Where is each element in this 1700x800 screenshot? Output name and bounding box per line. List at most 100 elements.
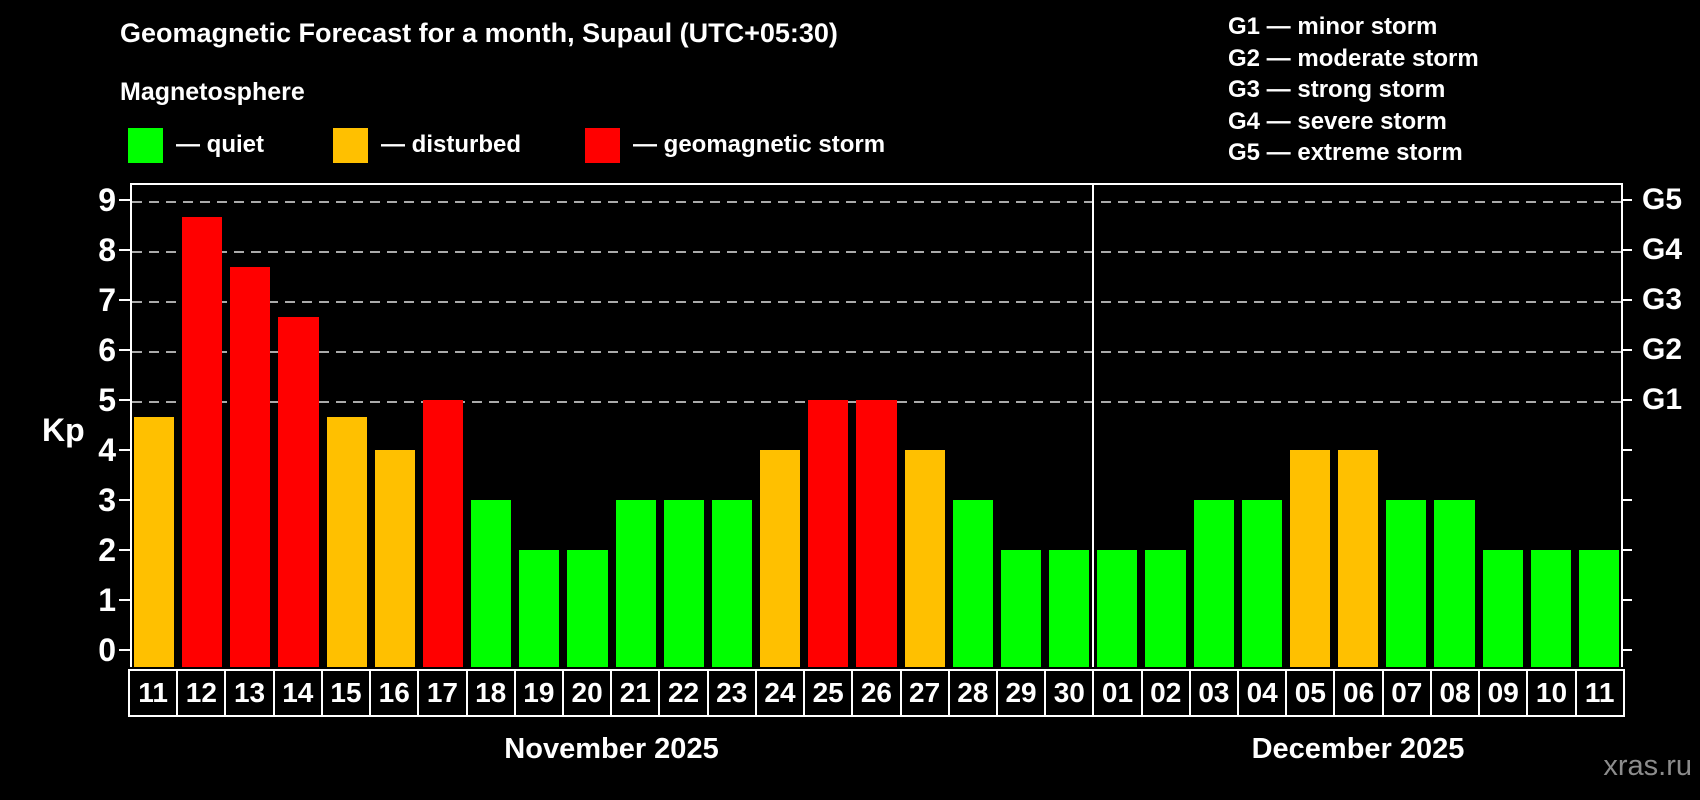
watermark: xras.ru <box>1603 750 1692 782</box>
y-tick-label-4: 4 <box>98 432 116 468</box>
kp-bar-day-01 <box>1097 550 1138 667</box>
gridline-kp-8 <box>132 251 1621 253</box>
right-tick-kp-4 <box>1621 449 1632 451</box>
g-legend-line: G4 — severe storm <box>1228 107 1447 135</box>
day-label: 14 <box>275 671 323 715</box>
right-tick-kp-5 <box>1621 399 1632 401</box>
kp-bar-day-02 <box>1145 550 1186 667</box>
right-tick-kp-3 <box>1621 499 1632 501</box>
day-label: 04 <box>1239 671 1288 715</box>
day-label: 11 <box>1584 677 1615 708</box>
month-label-november: November 2025 <box>504 733 719 765</box>
day-label: 15 <box>323 671 372 715</box>
kp-bar-day-22 <box>663 500 704 667</box>
day-label: 05 <box>1287 671 1336 715</box>
g-axis-label-G3: G3 <box>1642 283 1683 316</box>
kp-bar-day-25 <box>808 400 849 667</box>
kp-bar-day-07 <box>1386 500 1427 667</box>
left-tick-kp-2 <box>119 549 130 551</box>
day-label: 11 <box>130 671 179 715</box>
left-tick-kp-9 <box>119 199 130 201</box>
kp-bar-day-10 <box>1530 550 1571 667</box>
right-tick-kp-0 <box>1621 649 1632 651</box>
kp-bar-day-12 <box>182 216 223 667</box>
day-label: 26 <box>853 671 902 715</box>
right-tick-kp-8 <box>1621 249 1632 251</box>
y-tick-label-1: 1 <box>98 582 116 618</box>
legend-item-storm: — geomagnetic storm <box>585 127 885 163</box>
gridline-kp-6 <box>132 351 1621 353</box>
kp-bar-day-04 <box>1241 500 1282 667</box>
kp-bar-day-11 <box>134 416 175 667</box>
left-tick-kp-1 <box>119 599 130 601</box>
day-label: 16 <box>371 671 420 715</box>
kp-bar-day-27 <box>904 450 945 667</box>
disturbed-legend-label: — disturbed <box>381 131 522 158</box>
legend-item-quiet: — quiet <box>128 127 264 163</box>
day-label: 28 <box>950 671 998 715</box>
day-label: 17 <box>419 671 468 715</box>
right-tick-kp-2 <box>1621 549 1632 551</box>
kp-bar-day-15 <box>326 416 367 667</box>
x-axis-day-labels: 11 12 13 14 15 16 17 18 19 20 21 22 23 24 25 26 27 28 29 30… <box>128 669 1625 717</box>
kp-bar-day-21 <box>615 500 656 667</box>
day-label: 25 <box>805 671 854 715</box>
g-axis-label-G1: G1 <box>1642 383 1683 416</box>
day-label: 20 <box>564 671 613 715</box>
left-tick-kp-7 <box>119 299 130 301</box>
kp-bar-day-08 <box>1434 500 1475 667</box>
gridline-kp-7 <box>132 301 1621 303</box>
gridline-kp-9 <box>132 201 1621 203</box>
day-label: 13 <box>226 671 275 715</box>
page-title: Geomagnetic Forecast for a month, Supaul… <box>120 18 838 48</box>
kp-bar-day-18 <box>471 500 512 667</box>
kp-bar-day-16 <box>374 450 415 667</box>
left-tick-kp-8 <box>119 249 130 251</box>
kp-bar-day-17 <box>422 400 464 667</box>
kp-bar-day-28 <box>952 500 993 667</box>
day-label: 29 <box>998 671 1047 715</box>
storm-color-swatch <box>585 127 620 163</box>
day-label: 06 <box>1335 671 1384 715</box>
kp-bar-day-29 <box>1000 550 1042 667</box>
day-label: 10 <box>1528 671 1577 715</box>
kp-bar-day-14 <box>278 316 319 667</box>
day-label: 27 <box>902 671 950 715</box>
right-tick-kp-7 <box>1621 299 1632 301</box>
g-axis-label-G2: G2 <box>1642 333 1683 366</box>
left-tick-kp-4 <box>119 449 130 451</box>
day-label: 12 <box>178 671 227 715</box>
g-axis-label-G5: G5 <box>1642 183 1683 216</box>
day-label: 30 <box>1046 671 1095 715</box>
quiet-color-swatch <box>128 127 163 163</box>
y-tick-label-7: 7 <box>98 282 116 318</box>
month-label-december: December 2025 <box>1251 733 1465 765</box>
kp-bar-day-11 <box>1578 550 1619 667</box>
day-label: 08 <box>1432 671 1481 715</box>
kp-bar-day-13 <box>230 266 271 667</box>
y-tick-label-8: 8 <box>98 232 116 268</box>
day-label: 09 <box>1480 671 1529 715</box>
day-label: 02 <box>1143 671 1191 715</box>
left-tick-kp-3 <box>119 499 130 501</box>
y-axis-title: Kp <box>42 412 85 448</box>
kp-bar-day-30 <box>1049 550 1090 667</box>
kp-bar-day-24 <box>760 450 801 667</box>
left-tick-kp-6 <box>119 349 130 351</box>
y-tick-label-3: 3 <box>98 482 116 518</box>
g-legend-line: G2 — moderate storm <box>1228 44 1479 72</box>
quiet-legend-label: — quiet <box>176 131 264 158</box>
kp-bar-day-23 <box>711 500 753 667</box>
g-legend-line: G5 — extreme storm <box>1228 139 1463 166</box>
day-label: 22 <box>660 671 709 715</box>
day-label: 01 <box>1094 671 1143 715</box>
day-label: 24 <box>757 671 806 715</box>
kp-bar-day-19 <box>519 550 560 667</box>
storm-legend-label: — geomagnetic storm <box>633 131 886 158</box>
g-axis-label-G4: G4 <box>1642 233 1683 266</box>
kp-bar-day-20 <box>567 550 608 667</box>
y-tick-label-6: 6 <box>98 332 116 368</box>
y-tick-label-5: 5 <box>98 382 116 418</box>
right-tick-kp-9 <box>1621 199 1632 201</box>
